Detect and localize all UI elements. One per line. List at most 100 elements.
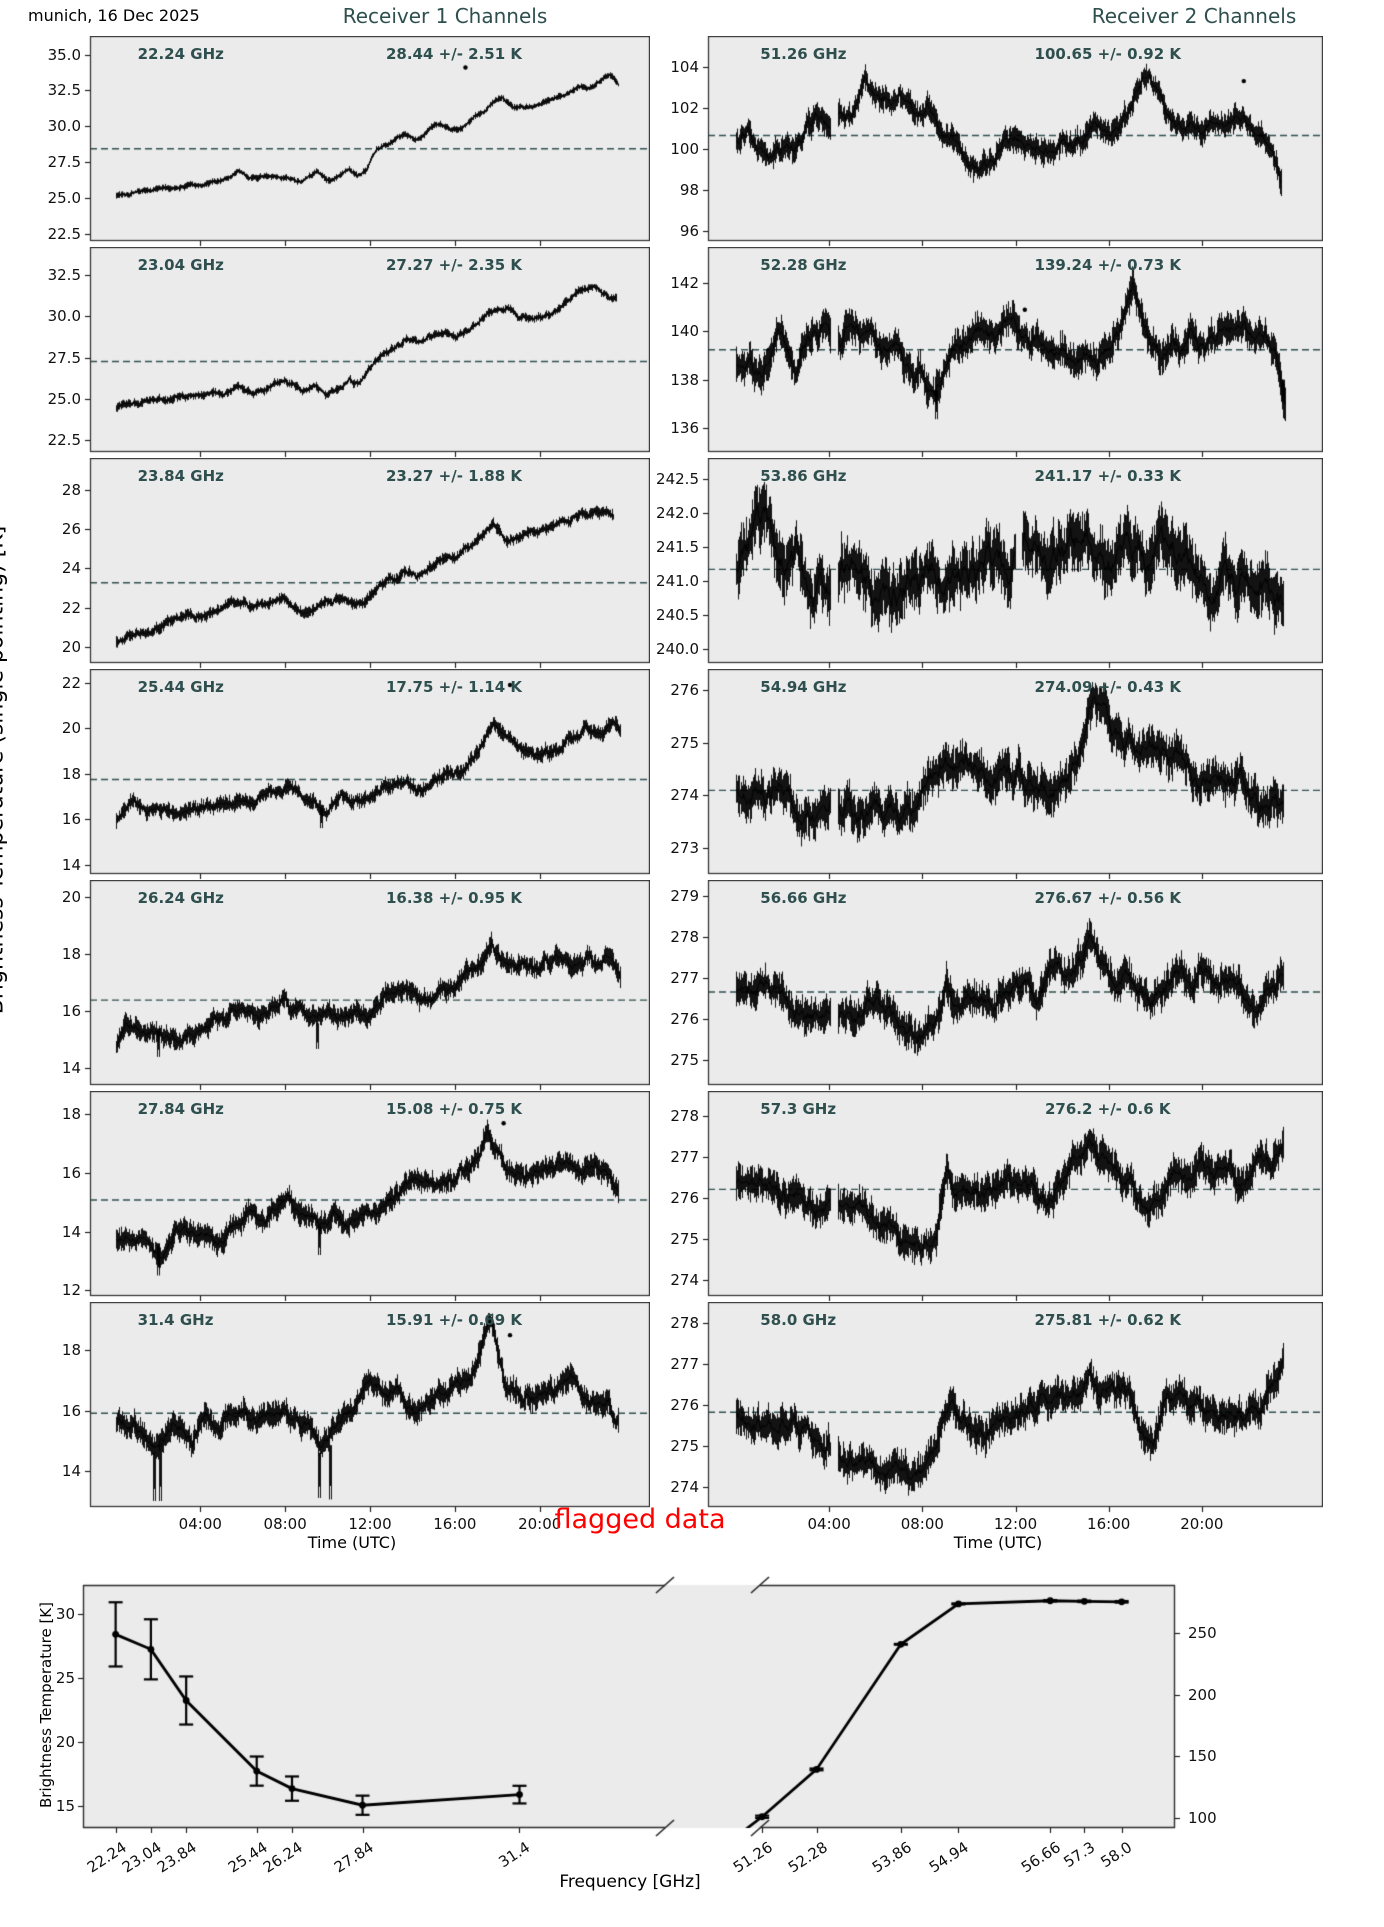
y-tick-label: 240.0 bbox=[656, 640, 699, 659]
ts-panel-canvas-r1-6 bbox=[83, 1302, 650, 1513]
panel-mean-std-label: 276.67 +/- 0.56 K bbox=[1034, 889, 1181, 907]
y-tick-label: 138 bbox=[670, 370, 699, 389]
y-tick-label: 277 bbox=[670, 1354, 699, 1373]
y-tick-label: 278 bbox=[670, 1313, 699, 1332]
y-tick-label: 25.0 bbox=[47, 390, 81, 409]
y-tick-label: 20 bbox=[61, 719, 81, 738]
y-tick-label: 24 bbox=[61, 559, 81, 578]
daily-means-left-tick: 25 bbox=[55, 1669, 75, 1688]
ts-panel-canvas-r1-0 bbox=[83, 36, 650, 247]
panel-mean-std-label: 241.17 +/- 0.33 K bbox=[1034, 467, 1181, 485]
y-tick-label: 278 bbox=[670, 928, 699, 947]
ts-panel-canvas-r2-3 bbox=[701, 669, 1323, 880]
panel-frequency-label: 31.4 GHz bbox=[137, 1311, 214, 1329]
ts-panel-canvas-r1-3 bbox=[83, 669, 650, 880]
y-tick-label: 22.5 bbox=[47, 224, 81, 243]
daily-means-left-tick: 15 bbox=[55, 1797, 75, 1816]
y-tick-label: 18 bbox=[61, 1105, 81, 1124]
panel-mean-std-label: 139.24 +/- 0.73 K bbox=[1034, 256, 1181, 274]
y-tick-label: 274 bbox=[670, 1270, 699, 1289]
panel-frequency-label: 56.66 GHz bbox=[760, 889, 847, 907]
y-tick-label: 18 bbox=[61, 764, 81, 783]
flagged-data-annotation: flagged data bbox=[554, 1504, 726, 1535]
ts-panel-canvas-r2-5 bbox=[701, 1091, 1323, 1302]
ts-panel-canvas-r2-0 bbox=[701, 36, 1323, 247]
panel-mean-std-label: 276.2 +/- 0.6 K bbox=[1044, 1100, 1171, 1118]
panel-mean-std-label: 275.81 +/- 0.62 K bbox=[1034, 1311, 1181, 1329]
receiver1-title: Receiver 1 Channels bbox=[342, 4, 548, 28]
y-tick-label: 278 bbox=[670, 1106, 699, 1125]
panel-mean-std-label: 100.65 +/- 0.92 K bbox=[1034, 45, 1181, 63]
y-tick-label: 277 bbox=[670, 1147, 699, 1166]
y-tick-label: 27.5 bbox=[47, 153, 81, 172]
ts-panel-canvas-r2-1 bbox=[701, 247, 1323, 458]
panel-mean-std-label: 27.27 +/- 2.35 K bbox=[385, 256, 523, 274]
panel-frequency-label: 26.24 GHz bbox=[137, 889, 224, 907]
y-tick-label: 241.5 bbox=[656, 537, 699, 556]
time-tick-label: 20:00 bbox=[1180, 1515, 1224, 1533]
panel-frequency-label: 25.44 GHz bbox=[137, 678, 224, 696]
y-tick-label: 102 bbox=[670, 98, 699, 117]
y-tick-label: 136 bbox=[670, 418, 699, 437]
y-tick-label: 242.0 bbox=[656, 503, 699, 522]
panel-mean-std-label: 17.75 +/- 1.14 K bbox=[385, 678, 523, 696]
y-tick-label: 22 bbox=[61, 598, 81, 617]
y-tick-label: 32.5 bbox=[47, 266, 81, 285]
y-tick-label: 276 bbox=[670, 1010, 699, 1029]
time-tick-label: 16:00 bbox=[433, 1515, 477, 1533]
panel-frequency-label: 53.86 GHz bbox=[760, 467, 847, 485]
time-tick-label: 08:00 bbox=[900, 1515, 944, 1533]
y-tick-label: 276 bbox=[670, 1395, 699, 1414]
daily-means-right-tick: 250 bbox=[1188, 1624, 1217, 1643]
y-tick-label: 241.0 bbox=[656, 572, 699, 590]
time-tick-label: 12:00 bbox=[348, 1515, 392, 1533]
y-tick-label: 22 bbox=[61, 673, 81, 692]
panel-mean-std-label: 28.44 +/- 2.51 K bbox=[385, 45, 523, 63]
ts-panel-canvas-r1-5 bbox=[83, 1091, 650, 1302]
frequency-axis-label: Frequency [GHz] bbox=[559, 1872, 701, 1892]
y-tick-label: 273 bbox=[670, 838, 699, 857]
daily-means-y-axis-label: Brightness Temperature [K] bbox=[37, 1602, 55, 1808]
ts-panel-canvas-r2-4 bbox=[701, 880, 1323, 1091]
y-tick-label: 20 bbox=[61, 888, 81, 907]
y-tick-label: 16 bbox=[61, 1001, 81, 1020]
station-date-label: munich, 16 Dec 2025 bbox=[28, 6, 200, 25]
y-tick-label: 30.0 bbox=[47, 117, 81, 136]
ts-panel-canvas-r1-2 bbox=[83, 458, 650, 669]
y-tick-label: 100 bbox=[670, 139, 699, 158]
y-tick-label: 240.5 bbox=[656, 606, 699, 625]
y-tick-label: 142 bbox=[670, 274, 699, 293]
ts-panel-canvas-r1-4 bbox=[83, 880, 650, 1091]
daily-means-canvas bbox=[76, 1572, 1182, 1844]
y-tick-label: 35.0 bbox=[47, 45, 81, 64]
y-tick-label: 242.5 bbox=[656, 469, 699, 488]
y-tick-label: 18 bbox=[61, 1341, 81, 1360]
y-tick-label: 96 bbox=[679, 221, 699, 240]
panel-frequency-label: 54.94 GHz bbox=[760, 678, 847, 696]
daily-means-left-tick: 30 bbox=[55, 1605, 75, 1624]
y-tick-label: 140 bbox=[670, 322, 699, 341]
panel-frequency-label: 27.84 GHz bbox=[137, 1100, 224, 1118]
y-tick-label: 30.0 bbox=[47, 307, 81, 326]
y-tick-label: 14 bbox=[61, 855, 81, 874]
time-tick-label: 20:00 bbox=[518, 1515, 562, 1533]
daily-means-right-tick: 200 bbox=[1188, 1685, 1217, 1704]
time-tick-label: 12:00 bbox=[993, 1515, 1038, 1533]
y-tick-label: 274 bbox=[670, 786, 699, 805]
time-tick-label: 04:00 bbox=[807, 1515, 851, 1533]
y-tick-label: 32.5 bbox=[47, 81, 81, 100]
time-tick-label: 16:00 bbox=[1087, 1515, 1131, 1533]
y-tick-label: 275 bbox=[670, 1436, 699, 1455]
y-tick-label: 279 bbox=[670, 887, 699, 906]
y-tick-label: 25.0 bbox=[47, 188, 81, 207]
y-tick-label: 18 bbox=[61, 945, 81, 964]
daily-means-right-tick: 100 bbox=[1188, 1808, 1217, 1827]
y-tick-label: 104 bbox=[670, 57, 699, 76]
y-tick-label: 22.5 bbox=[47, 431, 81, 450]
y-tick-label: 27.5 bbox=[47, 348, 81, 367]
y-tick-label: 275 bbox=[670, 1229, 699, 1248]
receiver2-title: Receiver 2 Channels bbox=[1091, 4, 1297, 28]
daily-means-right-tick: 150 bbox=[1188, 1747, 1217, 1766]
y-tick-label: 16 bbox=[61, 1401, 81, 1420]
